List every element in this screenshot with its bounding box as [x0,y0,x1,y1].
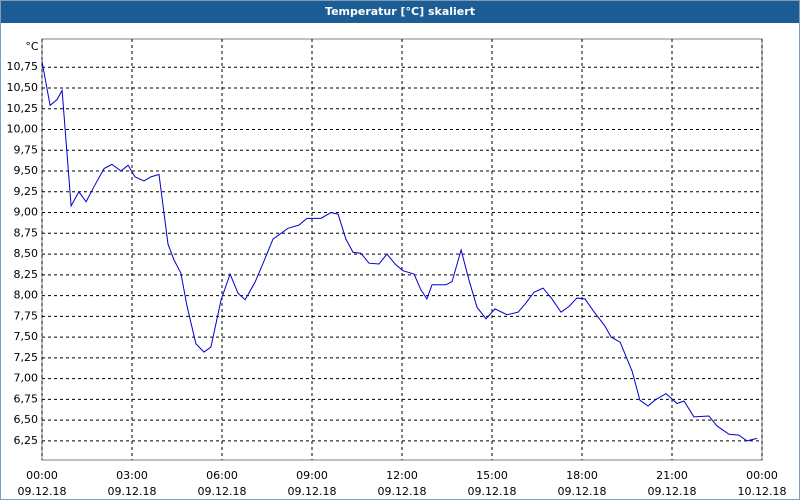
x-tick-label: 09:00 09.12.18 [287,469,337,498]
y-tick-label: 9,00 [14,206,39,219]
x-tick-label: 06:00 09.12.18 [197,469,247,498]
x-tick-label: 03:00 09.12.18 [107,469,157,498]
y-tick-label: 10,75 [7,60,39,73]
x-tick-label: 00:00 09.12.18 [17,469,67,498]
x-tick-label: 15:00 09.12.18 [467,469,517,498]
data-line [41,61,758,442]
y-tick-label: 7,00 [14,372,39,385]
y-tick-label: 8,50 [14,247,39,260]
x-tick-label: 12:00 09.12.18 [377,469,427,498]
y-tick-label: 8,75 [14,226,39,239]
y-tick-label: 10,50 [7,81,39,94]
chart-title: Temperatur [°C] skaliert [1,1,799,23]
y-tick-label: 10,00 [7,123,39,136]
y-tick-label: 10,25 [7,102,39,115]
y-tick-label: 7,50 [14,330,39,343]
x-tick-label: 00:00 10.12.18 [737,469,787,498]
y-axis-unit: °C [25,40,39,53]
y-tick-label: 6,25 [14,434,39,447]
y-tick-label: 8,25 [14,268,39,281]
y-tick-label: 9,75 [14,143,39,156]
y-tick-label: 7,75 [14,309,39,322]
y-tick-label: 6,50 [14,413,39,426]
x-tick-label: 18:00 09.12.18 [557,469,607,498]
y-tick-label: 9,25 [14,185,39,198]
y-tick-label: 9,50 [14,164,39,177]
y-tick-label: 6,75 [14,392,39,405]
x-tick-label: 21:00 09.12.18 [647,469,697,498]
y-tick-label: 8,00 [14,289,39,302]
y-tick-label: 7,25 [14,351,39,364]
